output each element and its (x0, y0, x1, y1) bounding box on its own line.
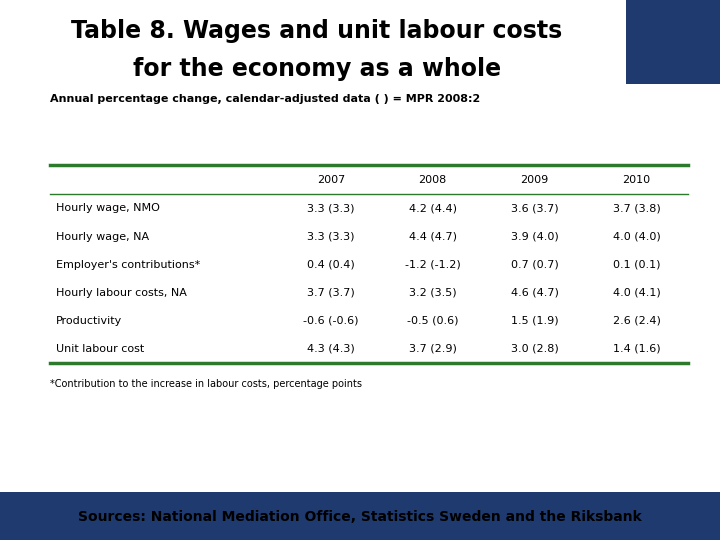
Text: 3.3 (3.3): 3.3 (3.3) (307, 204, 354, 213)
Text: Table 8. Wages and unit labour costs: Table 8. Wages and unit labour costs (71, 19, 562, 43)
Text: 1.4 (1.6): 1.4 (1.6) (613, 344, 660, 354)
Text: 2008: 2008 (418, 174, 447, 185)
Text: -0.5 (0.6): -0.5 (0.6) (407, 316, 459, 326)
Text: 0.7 (0.7): 0.7 (0.7) (510, 260, 559, 269)
Text: 2007: 2007 (317, 174, 345, 185)
Text: 3.7 (3.8): 3.7 (3.8) (613, 204, 660, 213)
Text: Unit labour cost: Unit labour cost (56, 344, 145, 354)
Text: 3.3 (3.3): 3.3 (3.3) (307, 232, 354, 241)
Text: -0.6 (-0.6): -0.6 (-0.6) (303, 316, 359, 326)
Text: 3.7 (2.9): 3.7 (2.9) (409, 344, 456, 354)
Text: 3.9 (4.0): 3.9 (4.0) (510, 232, 559, 241)
Text: Hourly wage, NA: Hourly wage, NA (56, 232, 149, 241)
Text: Employer's contributions*: Employer's contributions* (56, 260, 200, 269)
Text: 4.6 (4.7): 4.6 (4.7) (510, 288, 559, 298)
Text: Sources: National Mediation Office, Statistics Sweden and the Riksbank: Sources: National Mediation Office, Stat… (78, 510, 642, 524)
Text: 3.6 (3.7): 3.6 (3.7) (511, 204, 559, 213)
Text: 4.0 (4.1): 4.0 (4.1) (613, 288, 660, 298)
Bar (626, 0, 720, 84)
Bar (0, 492, 720, 540)
Text: 0.4 (0.4): 0.4 (0.4) (307, 260, 355, 269)
Text: 4.2 (4.4): 4.2 (4.4) (409, 204, 456, 213)
Text: 2010: 2010 (623, 174, 651, 185)
Text: SVERIGES
RIKSBANK: SVERIGES RIKSBANK (653, 38, 693, 51)
Text: 1.5 (1.9): 1.5 (1.9) (511, 316, 559, 326)
Text: *Contribution to the increase in labour costs, percentage points: *Contribution to the increase in labour … (50, 379, 362, 389)
Text: Hourly labour costs, NA: Hourly labour costs, NA (56, 288, 187, 298)
Text: for the economy as a whole: for the economy as a whole (132, 57, 501, 80)
Text: 0.1 (0.1): 0.1 (0.1) (613, 260, 660, 269)
Text: Annual percentage change, calendar-adjusted data ( ) = MPR 2008:2: Annual percentage change, calendar-adjus… (50, 94, 481, 105)
Text: 4.3 (4.3): 4.3 (4.3) (307, 344, 355, 354)
Text: 3.0 (2.8): 3.0 (2.8) (510, 344, 559, 354)
Text: 2.6 (2.4): 2.6 (2.4) (613, 316, 660, 326)
Text: 2009: 2009 (521, 174, 549, 185)
Text: Productivity: Productivity (56, 316, 122, 326)
Text: Hourly wage, NMO: Hourly wage, NMO (56, 204, 160, 213)
Text: 3.2 (3.5): 3.2 (3.5) (409, 288, 456, 298)
Text: -1.2 (-1.2): -1.2 (-1.2) (405, 260, 461, 269)
Text: 4.0 (4.0): 4.0 (4.0) (613, 232, 660, 241)
Text: 4.4 (4.7): 4.4 (4.7) (409, 232, 456, 241)
Text: 3.7 (3.7): 3.7 (3.7) (307, 288, 355, 298)
